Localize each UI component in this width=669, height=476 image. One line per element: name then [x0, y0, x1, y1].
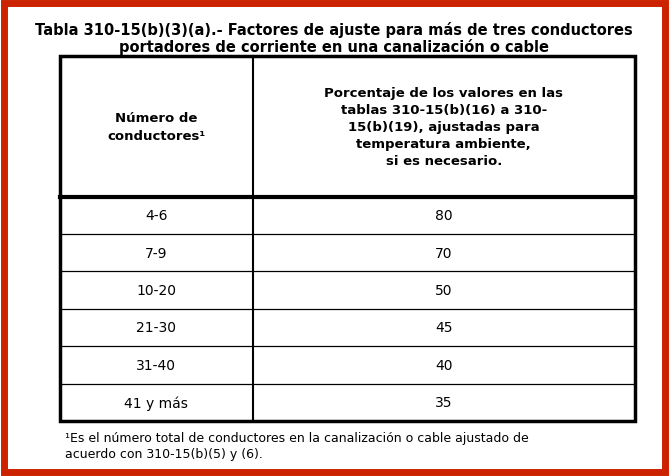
Text: 40: 40 [435, 358, 452, 372]
Text: 4-6: 4-6 [145, 209, 167, 223]
Text: 41 y más: 41 y más [124, 395, 188, 410]
Text: 10-20: 10-20 [136, 284, 177, 298]
Text: 31-40: 31-40 [136, 358, 177, 372]
Text: 80: 80 [435, 209, 453, 223]
Text: Tabla 310-15(b)(3)(a).- Factores de ajuste para más de tres conductores: Tabla 310-15(b)(3)(a).- Factores de ajus… [35, 22, 633, 38]
Text: 7-9: 7-9 [145, 246, 167, 260]
Text: acuerdo con 310-15(b)(5) y (6).: acuerdo con 310-15(b)(5) y (6). [65, 447, 263, 460]
Text: 70: 70 [435, 246, 452, 260]
Text: 21-30: 21-30 [136, 321, 177, 335]
Text: 35: 35 [435, 396, 452, 409]
Text: 50: 50 [435, 284, 452, 298]
Text: Número de
conductores¹: Número de conductores¹ [107, 111, 205, 142]
Text: portadores de corriente en una canalización o cable: portadores de corriente en una canalizac… [119, 39, 549, 55]
Text: 45: 45 [435, 321, 452, 335]
Text: Porcentaje de los valores en las
tablas 310-15(b)(16) a 310-
15(b)(19), ajustada: Porcentaje de los valores en las tablas … [324, 87, 563, 168]
Bar [60, 57, 635, 421]
Text: ¹Es el número total de conductores en la canalización o cable ajustado de: ¹Es el número total de conductores en la… [65, 431, 529, 444]
